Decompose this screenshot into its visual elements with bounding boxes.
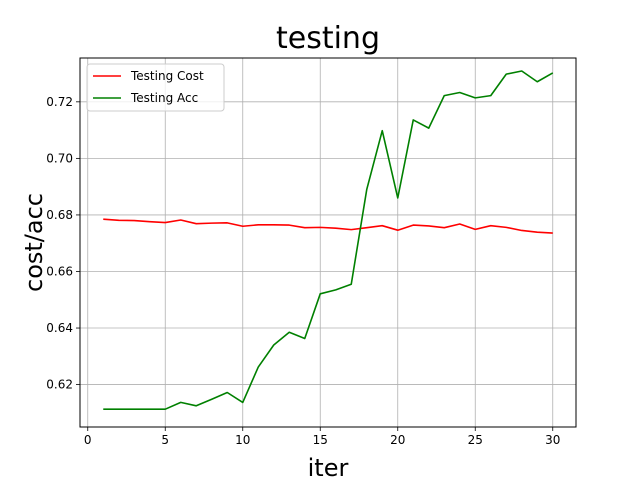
chart-title: testing [276,21,380,56]
y-tick-label: 0.62 [46,378,73,392]
y-tick-label: 0.72 [46,95,73,109]
series-line-testing-acc [103,70,554,410]
plot-frame [79,57,577,428]
x-tick-label: 25 [468,433,483,447]
y-tick-label: 0.70 [46,151,73,165]
legend-label: Testing Cost [130,69,204,83]
y-tick-label: 0.64 [46,321,73,335]
x-tick-label: 10 [235,433,250,447]
y-axis-label: cost/acc [20,193,48,292]
series-line-testing-cost [103,218,553,234]
y-tick-label: 0.66 [46,264,73,278]
x-tick-label: 30 [545,433,560,447]
series-layer [103,70,554,410]
x-tick-label: 20 [390,433,405,447]
x-axis-label: iter [308,454,349,480]
legend-label: Testing Acc [130,91,198,105]
legend: Testing Cost Testing Acc [86,63,225,112]
x-tick-label: 0 [84,433,92,447]
ticks: 0 5 10 15 20 25 30 0.62 0.64 0.66 0.68 0.70 0.72 [46,95,560,447]
legend-box [86,63,225,112]
y-tick-label: 0.68 [46,208,73,222]
grid [80,58,576,427]
x-tick-label: 15 [313,433,328,447]
x-tick-label: 5 [161,433,169,447]
